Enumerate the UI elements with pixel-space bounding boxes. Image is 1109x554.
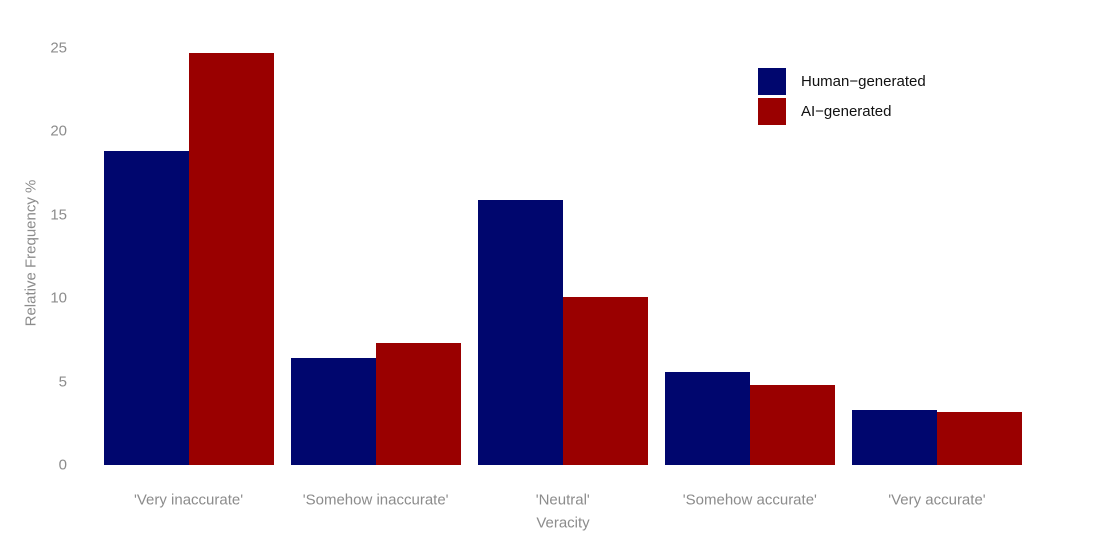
y-tick-label: 10 [50,289,67,307]
bar [851,409,937,465]
bar [936,411,1022,465]
x-axis-title: Veracity [536,514,590,532]
x-category-label: 'Very accurate' [888,491,986,509]
legend: Human−generated AI−generated [758,68,926,125]
bar [188,53,274,465]
bar [290,358,376,465]
bar [375,343,461,465]
bar [562,296,648,465]
y-tick-label: 15 [50,206,67,224]
y-tick-label: 20 [50,122,67,140]
bar [477,199,563,465]
legend-swatch [758,68,786,95]
bar [664,371,750,465]
bar [103,151,189,465]
bar [749,384,835,465]
legend-label: AI−generated [801,103,892,120]
x-category-label: 'Neutral' [535,491,590,509]
y-tick-label: 25 [50,39,67,57]
x-category-label: 'Somehow inaccurate' [302,491,449,509]
legend-row: AI−generated [758,98,926,125]
x-category-label: 'Somehow accurate' [682,491,817,509]
legend-row: Human−generated [758,68,926,95]
y-tick-label: 5 [58,373,67,391]
legend-swatch [758,98,786,125]
y-tick-label: 0 [58,456,67,474]
legend-label: Human−generated [801,73,926,90]
x-category-label: 'Very inaccurate' [133,491,244,509]
